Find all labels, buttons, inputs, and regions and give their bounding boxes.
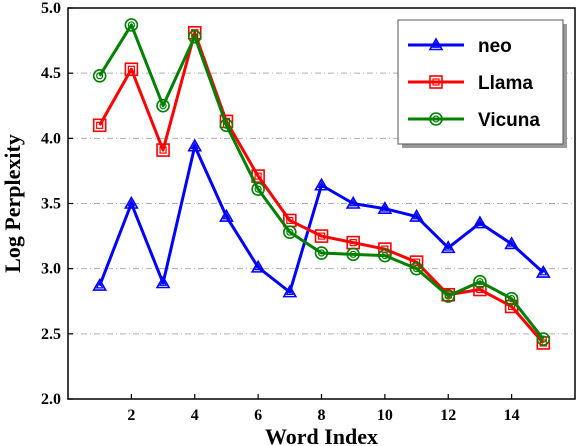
- x-tick-label: 6: [254, 407, 262, 424]
- legend: neo Llama Vicuna: [397, 19, 567, 148]
- y-tick-label: 2.5: [41, 326, 61, 343]
- data-point: [429, 112, 443, 126]
- legend-entry: Llama: [408, 73, 533, 94]
- y-tick-label: 3.0: [41, 261, 61, 278]
- data-point: [283, 225, 297, 239]
- data-point: [314, 246, 329, 260]
- series-line: [98, 144, 545, 294]
- y-tick-label: 4.0: [41, 130, 61, 147]
- data-point: [377, 201, 393, 215]
- data-point: [314, 229, 329, 243]
- legend-label: neo: [478, 36, 512, 57]
- series-neo: [92, 138, 551, 298]
- data-point: [314, 177, 329, 191]
- data-point: [346, 247, 360, 262]
- data-point: [504, 291, 519, 306]
- y-tick-label: 3.5: [41, 196, 61, 213]
- data-point: [250, 259, 266, 273]
- data-point: [219, 208, 234, 222]
- data-point: [473, 274, 487, 289]
- data-point: [440, 240, 456, 254]
- x-axis-ticks: 2 4 6 8 10 12 14: [127, 394, 520, 424]
- legend-entry: Vicuna: [408, 110, 540, 131]
- legend-entry: neo: [408, 36, 512, 57]
- data-point: [409, 208, 424, 222]
- x-axis-label: Word Index: [265, 424, 378, 446]
- x-tick-label: 2: [127, 407, 135, 424]
- data-point: [429, 75, 443, 89]
- series-group: [92, 18, 551, 350]
- y-tick-label: 5.0: [41, 0, 61, 17]
- data-point: [187, 138, 203, 152]
- legend-label: Vicuna: [478, 110, 540, 131]
- plot-frame: [67, 7, 576, 400]
- data-point: [428, 37, 444, 51]
- data-point: [187, 29, 202, 44]
- data-point: [156, 143, 170, 157]
- data-point: [92, 68, 107, 83]
- y-axis-ticks: 2.0 2.5 3.0 3.5 4.0 4.5 5.0: [41, 0, 73, 408]
- data-point: [536, 332, 551, 346]
- data-point: [92, 118, 107, 133]
- data-point: [535, 264, 551, 278]
- y-tick-label: 2.0: [41, 391, 61, 408]
- data-point: [345, 195, 361, 209]
- data-point: [92, 277, 108, 291]
- data-point: [282, 284, 298, 298]
- y-tick-label: 4.5: [41, 65, 61, 82]
- y-axis-label: Log Perplexity: [0, 134, 25, 273]
- data-point: [504, 236, 520, 250]
- x-tick-label: 14: [504, 407, 520, 424]
- x-tick-label: 8: [318, 407, 326, 424]
- data-point: [441, 289, 456, 303]
- series-vicuna: [92, 18, 551, 346]
- data-point: [219, 118, 234, 133]
- x-tick-label: 12: [440, 407, 456, 424]
- legend-label: Llama: [478, 73, 533, 94]
- data-point: [124, 62, 139, 77]
- x-tick-label: 10: [377, 407, 393, 424]
- series-line: [98, 23, 545, 340]
- data-point: [409, 261, 424, 276]
- series-line: [98, 31, 545, 344]
- data-point: [124, 18, 139, 32]
- data-point: [123, 195, 139, 209]
- data-point: [251, 182, 265, 196]
- data-point: [473, 282, 487, 297]
- data-point: [155, 275, 171, 289]
- data-point: [378, 248, 392, 263]
- x-tick-label: 4: [191, 407, 199, 424]
- data-point: [156, 98, 170, 113]
- data-point: [472, 215, 488, 229]
